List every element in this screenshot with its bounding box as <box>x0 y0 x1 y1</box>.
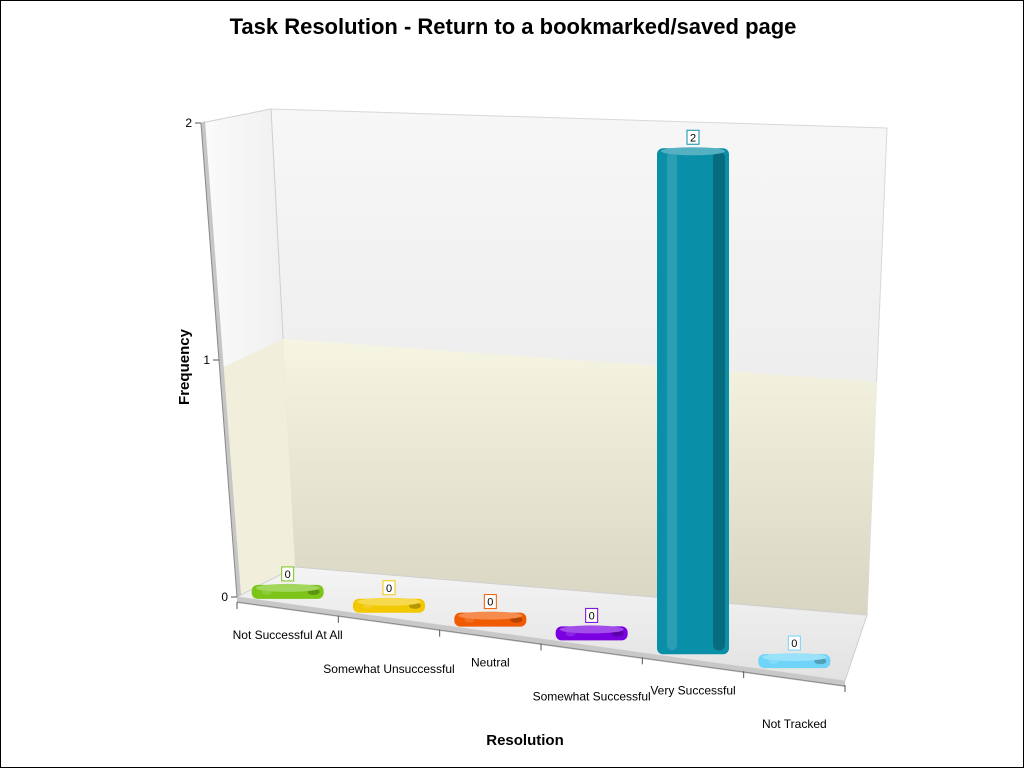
plot-walls <box>200 108 888 687</box>
bar-top <box>559 625 624 634</box>
x-category-label: Very Successful <box>650 683 735 697</box>
bar-shade <box>713 152 725 651</box>
y-tick-label: 0 <box>221 590 228 604</box>
data-label: 0 <box>386 583 392 595</box>
data-label: 0 <box>487 597 493 609</box>
bar-top <box>458 611 523 620</box>
bar-highlight <box>667 152 677 651</box>
bar-top <box>255 583 320 592</box>
y-axis-title: Frequency <box>176 328 193 405</box>
bar-top <box>661 147 725 156</box>
bar <box>454 611 527 627</box>
y-tick-label: 2 <box>185 116 192 130</box>
x-category-label: Not Successful At All <box>233 628 343 642</box>
chart-title: Task Resolution - Return to a bookmarked… <box>230 14 797 39</box>
y-tick-label: 1 <box>203 353 210 367</box>
data-label-box <box>281 566 295 582</box>
x-axis-title: Resolution <box>486 732 564 749</box>
bar-top <box>357 597 421 606</box>
bar <box>353 597 425 613</box>
y-axis-ticks: 0 1 2 <box>185 116 237 604</box>
data-label: 2 <box>690 132 696 144</box>
bars <box>251 147 831 669</box>
x-category-label: Somewhat Unsuccessful <box>323 662 454 676</box>
bar <box>758 653 831 669</box>
data-label-box <box>686 129 700 145</box>
bar <box>657 147 729 655</box>
data-label: 0 <box>589 610 595 622</box>
data-label: 0 <box>791 638 797 650</box>
data-labels: 0 0 0 0 2 0 <box>281 129 801 651</box>
data-label-box <box>787 635 801 651</box>
data-label-box <box>382 580 396 596</box>
bar <box>251 583 324 599</box>
left-wall-band <box>219 339 295 597</box>
bar <box>555 625 628 641</box>
data-label-box <box>483 594 497 610</box>
data-label-box <box>585 607 599 623</box>
x-category-label: Neutral <box>471 656 510 670</box>
x-axis-labels: Not Successful At All Somewhat Unsuccessf… <box>233 628 827 731</box>
x-category-label: Not Tracked <box>762 717 827 731</box>
wall-side-edge <box>201 121 241 597</box>
data-label: 0 <box>285 569 291 581</box>
x-axis-ticks <box>236 602 846 692</box>
x-category-label: Somewhat Successful <box>533 689 651 703</box>
bar-top <box>762 653 827 662</box>
